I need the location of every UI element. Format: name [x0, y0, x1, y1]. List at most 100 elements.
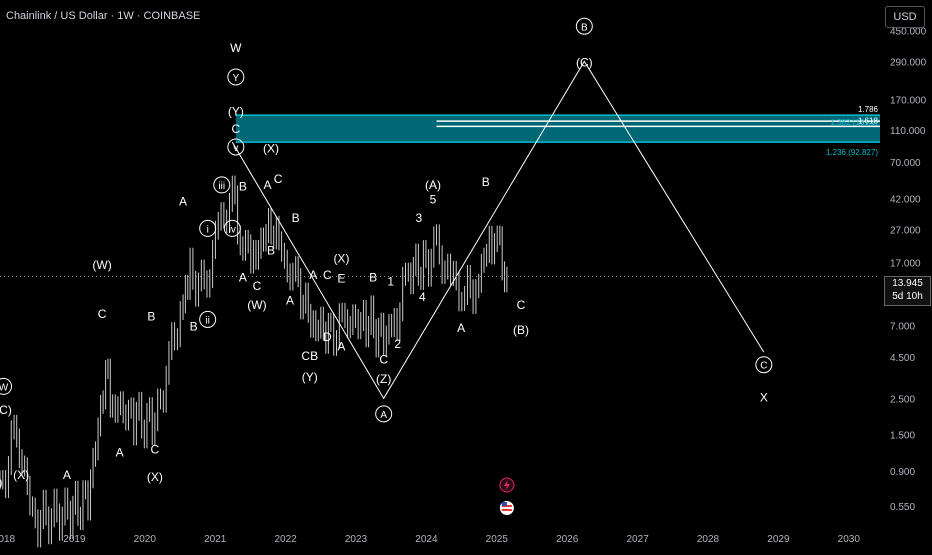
wave-label: C [151, 442, 160, 456]
y-tick-label: 2.500 [890, 394, 915, 405]
y-tick-label: 7.000 [890, 321, 915, 332]
y-tick-label: 1.500 [890, 431, 915, 442]
wave-label: (X) [263, 142, 279, 156]
wave-label: A [309, 268, 317, 282]
wave-label-circle [199, 219, 217, 237]
wave-label: i [207, 224, 209, 235]
wave-label: 3 [416, 211, 423, 225]
wave-label: (W) [92, 258, 111, 272]
wave-label: A [116, 446, 124, 460]
wave-label: A [380, 410, 387, 421]
wave-label: B [190, 320, 198, 334]
y-tick-label: 450.000 [890, 26, 927, 37]
wave-label: 5 [430, 193, 437, 207]
wave-label: W [0, 382, 9, 393]
x-tick-label: 2025 [486, 534, 509, 545]
wave-label: A [239, 271, 247, 285]
wave-label-circle [223, 219, 241, 237]
x-tick-label: 2021 [204, 534, 227, 545]
wave-label-circle [213, 176, 231, 194]
wave-label-circle [375, 405, 393, 423]
countdown-value: 5d 10h [892, 291, 923, 302]
x-tick-label: 2026 [556, 534, 579, 545]
y-tick-label: 4.500 [890, 353, 915, 364]
wave-label: W [230, 41, 242, 55]
lightning-icon-glyph [503, 480, 510, 490]
wave-label: A [179, 194, 187, 208]
wave-label: B [239, 179, 247, 193]
wave-label-circle [227, 138, 245, 156]
wave-label-circle [199, 310, 217, 328]
wave-label: E [337, 272, 345, 286]
wave-label: A [457, 321, 465, 335]
x-tick-label: 2029 [767, 534, 790, 545]
y-tick-label: 170.000 [890, 95, 927, 106]
y-tick-label: 42.000 [890, 194, 921, 205]
wave-label: (Z) [376, 372, 391, 386]
wave-label: (X) [333, 252, 349, 266]
wave-label: B [369, 271, 377, 285]
y-tick-label: 290.000 [890, 57, 927, 68]
x-tick-label: 2019 [63, 534, 86, 545]
wave-label: B [267, 244, 275, 258]
x-tick-label: 2022 [274, 534, 297, 545]
x-tick-label: 2018 [0, 534, 16, 545]
wave-label: A [63, 468, 71, 482]
wave-label: C [760, 361, 767, 372]
x-tick-label: 2024 [415, 534, 438, 545]
y-tick-label: 110.000 [890, 126, 926, 137]
wave-label: (C) [576, 55, 593, 69]
wave-label-circle [575, 17, 593, 35]
wave-label: (X) [147, 470, 163, 484]
fib-label: 1.618 [858, 116, 879, 125]
wave-label: (C) [0, 403, 12, 417]
wave-label: C [274, 172, 283, 186]
wave-label: B [581, 22, 588, 33]
currency-button[interactable]: USD [885, 6, 925, 28]
x-tick-label: 2023 [345, 534, 368, 545]
wave-label: D [323, 330, 332, 344]
y-tick-label: 17.000 [890, 259, 921, 270]
wave-projection-line [231, 60, 765, 400]
wave-label: CB [301, 349, 318, 363]
wave-label: (Y) [302, 370, 318, 384]
wave-label: B [482, 175, 490, 189]
fib-label: 1.236 (92.827) [826, 148, 878, 157]
wave-label-circle [0, 377, 13, 395]
fib-label: 1.786 [858, 105, 879, 114]
current-price-value: 13.945 [892, 278, 923, 289]
wave-label: C [379, 352, 388, 366]
wave-label: C [232, 122, 241, 136]
us-flag-icon [499, 501, 514, 515]
wave-label: A) [0, 476, 2, 490]
wave-label: 2 [394, 337, 401, 351]
wave-label: ii [205, 315, 209, 326]
fib-label: 1.382 (131.1) [830, 118, 878, 127]
y-tick-label: 70.000 [890, 158, 921, 169]
y-tick-label: 27.000 [890, 226, 921, 237]
wave-label: B [292, 211, 300, 225]
wave-label: (W) [247, 298, 266, 312]
wave-label: A [337, 340, 345, 354]
wave-label: X [760, 390, 768, 404]
fib-zone [235, 115, 881, 143]
y-tick-label: 0.900 [890, 467, 915, 478]
current-price-tag: 13.945 5d 10h [884, 276, 931, 306]
wave-label: C [253, 279, 262, 293]
wave-label: Y [233, 73, 240, 84]
us-flag-icon-stripe [501, 509, 512, 511]
wave-label: (X) [13, 468, 29, 482]
x-tick-label: 2020 [134, 534, 157, 545]
wave-label: (A) [425, 178, 441, 192]
wave-label: C [98, 307, 107, 321]
wave-label: C [323, 268, 332, 282]
wave-label: iv [229, 224, 236, 235]
chart-title: Chainlink / US Dollar · 1W · COINBASE [6, 10, 201, 22]
x-tick-label: 2030 [838, 534, 861, 545]
x-tick-label: 2027 [626, 534, 649, 545]
wave-label: B [147, 310, 155, 324]
wave-label: (Y) [228, 105, 244, 119]
wave-label: iii [218, 181, 225, 192]
